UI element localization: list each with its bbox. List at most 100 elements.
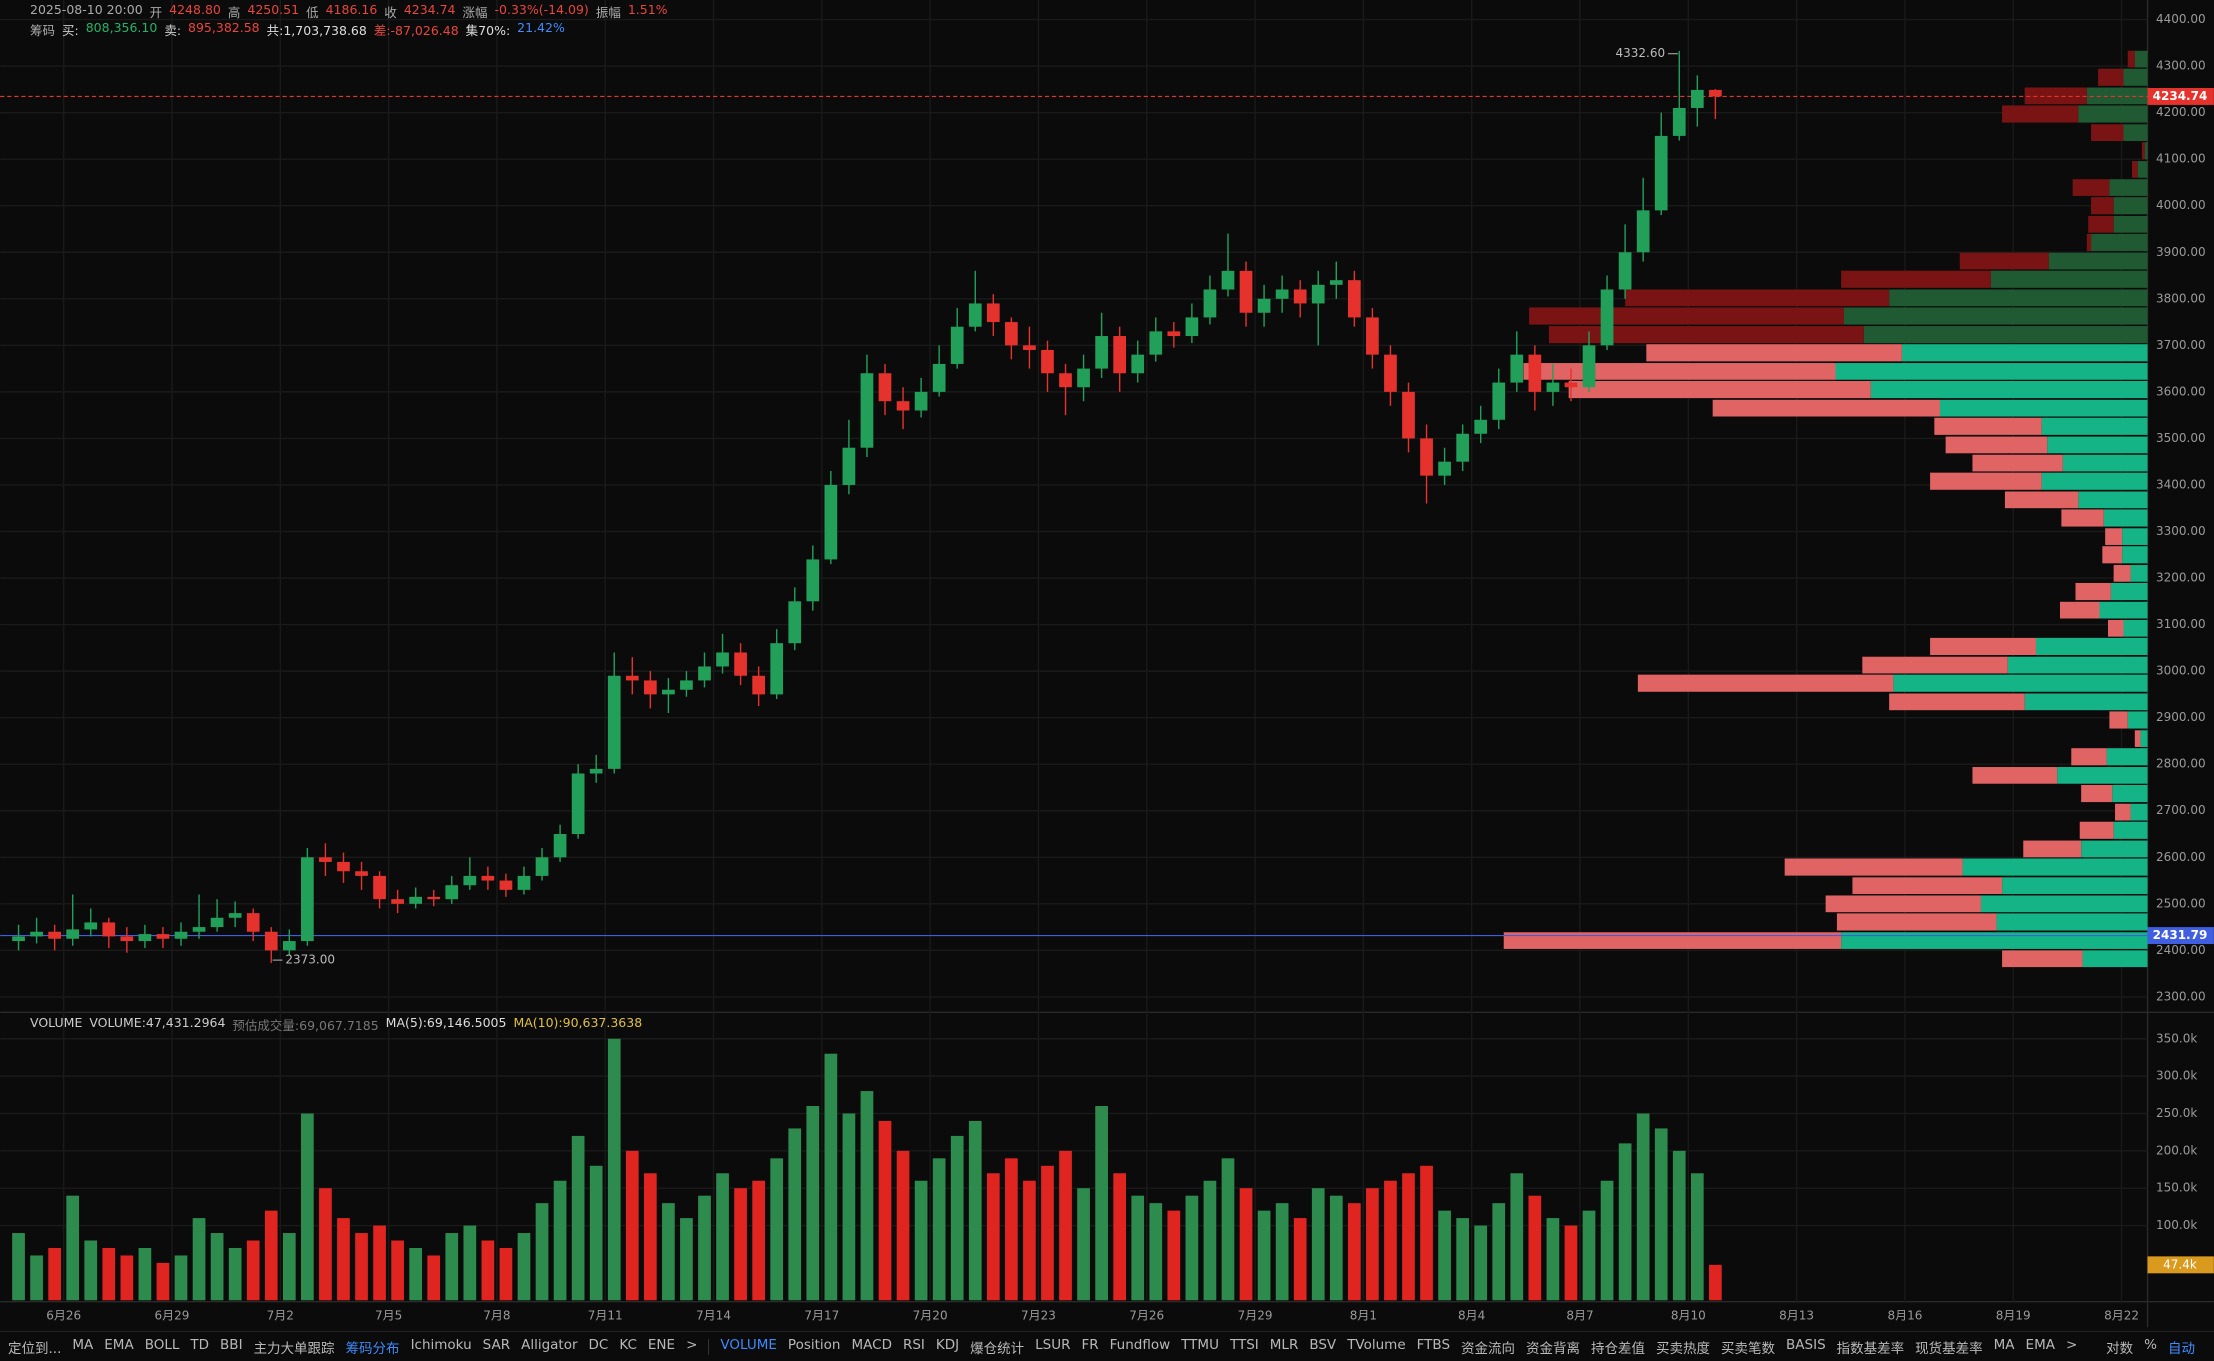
toolbar-button[interactable]: EMA	[2025, 1336, 2055, 1353]
toolbar-button[interactable]: MLR	[1269, 1336, 1299, 1353]
toolbar-button[interactable]: DC	[588, 1336, 609, 1353]
y-tick-label: 3000.00	[2156, 664, 2206, 678]
candle-body	[1582, 345, 1596, 388]
chip-buy	[1863, 326, 2148, 344]
y-tick-label: 3900.00	[2156, 245, 2206, 259]
toolbar-button[interactable]: TD	[190, 1336, 210, 1353]
volume-bar	[1095, 1106, 1108, 1301]
volume-bar	[788, 1128, 802, 1301]
chip-sell	[1548, 326, 1864, 344]
toolbar-button[interactable]: Fundflow	[1109, 1336, 1171, 1353]
chip-buy	[2110, 582, 2148, 601]
toolbar-button[interactable]: BOLL	[144, 1336, 180, 1353]
volume-bar	[1438, 1210, 1451, 1301]
toolbar-button[interactable]: KC	[619, 1336, 637, 1353]
toolbar-button[interactable]: 筹码分布	[345, 1340, 400, 1357]
candle-body	[914, 391, 928, 411]
candle-body	[48, 931, 61, 939]
candle-body	[1347, 280, 1361, 318]
toolbar-button[interactable]: 定位到...	[8, 1340, 62, 1357]
volume-bar	[66, 1195, 80, 1301]
toolbar-button[interactable]: 爆仓统计	[970, 1340, 1025, 1357]
candle-body	[66, 929, 80, 939]
chip-sell	[2131, 161, 2138, 178]
y-tick-label: 250.0k	[2156, 1106, 2197, 1120]
toolbar-button[interactable]: 主力大单跟踪	[253, 1340, 335, 1357]
toolbar-button[interactable]: 对数	[2106, 1340, 2134, 1357]
chip-sell	[1784, 858, 1963, 876]
candle-body	[1005, 322, 1018, 346]
toolbar-button[interactable]: Position	[787, 1336, 841, 1353]
toolbar-button[interactable]: BSV	[1309, 1336, 1337, 1353]
chip-sell	[1841, 270, 1991, 288]
toolbar-button[interactable]: 持仓差值	[1591, 1340, 1646, 1357]
toolbar-button[interactable]: Alligator	[521, 1336, 578, 1353]
chip-buy	[1870, 380, 2148, 399]
chip-sell	[2088, 215, 2114, 233]
toolbar-button[interactable]: LSUR	[1035, 1336, 1071, 1353]
volume-bar	[716, 1173, 729, 1301]
candle-body	[1402, 391, 1415, 439]
x-tick-label: 6月29	[155, 1308, 190, 1322]
toolbar-button[interactable]: TTMU	[1181, 1336, 1219, 1353]
y-tick-label: 100.0k	[2156, 1218, 2197, 1232]
toolbar-button[interactable]: Ichimoku	[410, 1336, 472, 1353]
chip-sell	[1625, 289, 1890, 307]
candle-body	[427, 896, 441, 900]
chip-sell	[2079, 821, 2114, 839]
toolbar-button[interactable]: 现货基差率	[1915, 1340, 1983, 1357]
toolbar-button[interactable]: TVolume	[1347, 1336, 1406, 1353]
toolbar-button[interactable]: MA	[1993, 1336, 2015, 1353]
x-tick-label: 7月8	[483, 1308, 510, 1322]
header-field: 高	[227, 5, 241, 20]
toolbar-button[interactable]: KDJ	[935, 1336, 960, 1353]
toolbar-button[interactable]: 指数基差率	[1836, 1340, 1905, 1357]
candle-body	[788, 601, 802, 644]
toolbar-button[interactable]: >	[686, 1336, 698, 1353]
chip-buy	[2130, 803, 2148, 821]
toolbar-button[interactable]: >	[2065, 1336, 2078, 1353]
candle-body	[643, 680, 657, 695]
chip-sell	[1972, 767, 2058, 784]
toolbar-button[interactable]: FTBS	[1416, 1336, 1451, 1353]
toolbar-button[interactable]: TTSI	[1229, 1336, 1259, 1353]
volume-bar	[698, 1195, 711, 1301]
candle-body	[246, 913, 260, 932]
chip-sell	[2113, 565, 2131, 582]
toolbar-button[interactable]: FR	[1081, 1336, 1099, 1353]
toolbar-button[interactable]: SAR	[482, 1336, 511, 1353]
y-tick-label: 4300.00	[2156, 59, 2206, 73]
candle-body	[1366, 317, 1379, 355]
toolbar-button[interactable]: 买卖热度	[1656, 1340, 1711, 1357]
x-tick-label: 7月14	[696, 1308, 731, 1322]
toolbar-button[interactable]: 资金流向	[1461, 1340, 1516, 1357]
candle-body	[1041, 349, 1054, 374]
toolbar-button[interactable]: 自动	[2168, 1340, 2195, 1357]
volume-bar	[30, 1255, 43, 1301]
candle-body	[445, 885, 459, 900]
price-label: 2431.79	[2153, 928, 2208, 942]
toolbar-button[interactable]: MACD	[851, 1336, 892, 1353]
toolbar-button[interactable]: 买卖笔数	[1721, 1340, 1776, 1357]
chip-sell	[2024, 87, 2087, 105]
toolbar-button[interactable]: ENE	[647, 1336, 676, 1353]
chip-buy	[2144, 142, 2148, 160]
chip-sell	[1930, 472, 2042, 490]
toolbar-button[interactable]: EMA	[104, 1336, 134, 1353]
chip-buy	[2041, 472, 2148, 490]
chip-sell	[2098, 68, 2124, 86]
x-tick-label: 7月26	[1129, 1308, 1164, 1322]
volume-header: VOLUME VOLUME:47,431.2964 预估成交量:69,067.718…	[30, 1015, 642, 1034]
toolbar-button[interactable]: MA	[72, 1336, 94, 1353]
toolbar-button[interactable]: BASIS	[1786, 1336, 1826, 1353]
toolbar-button[interactable]: BBI	[220, 1336, 243, 1353]
toolbar-button[interactable]: VOLUME	[720, 1336, 777, 1353]
chip-buy	[2134, 50, 2148, 68]
toolbar-button[interactable]: 资金背离	[1526, 1340, 1581, 1357]
toolbar-button[interactable]: %	[2144, 1336, 2157, 1353]
chip-buy	[2112, 784, 2148, 803]
volume-bar	[1582, 1210, 1596, 1301]
volume-bar	[156, 1262, 170, 1301]
volume-bar	[1041, 1165, 1054, 1301]
toolbar-button[interactable]: RSI	[902, 1336, 925, 1353]
